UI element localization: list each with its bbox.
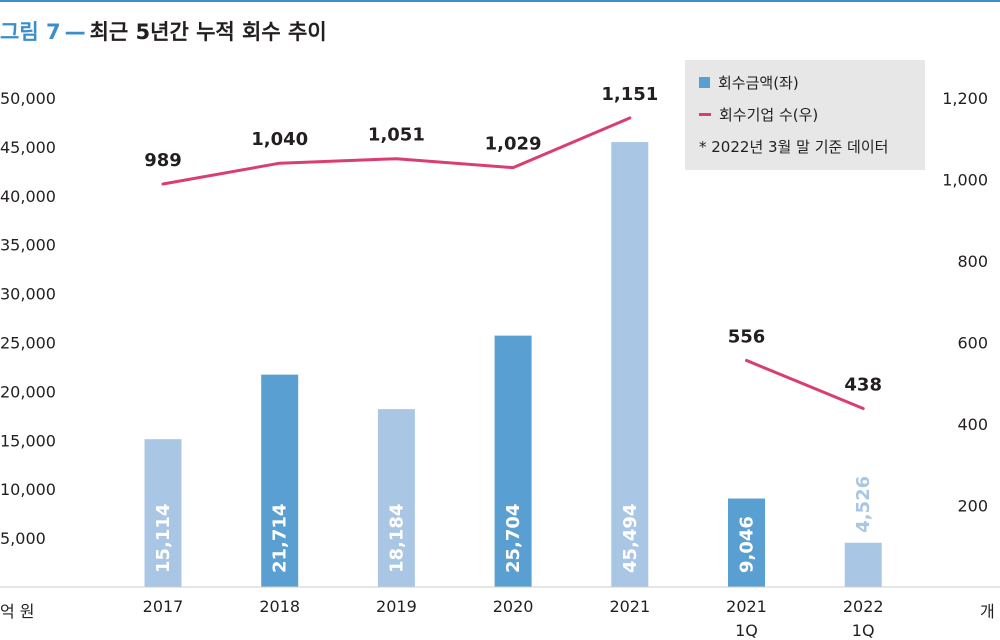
bar-value-label: 18,184 [386,504,407,573]
bar-value-label: 15,114 [153,504,174,573]
legend-line-label: 회수기업 수(우) [719,106,819,124]
right-axis-tick-label: 800 [957,252,988,271]
x-axis-tick-label: 2022 [843,597,884,616]
line-value-label: 438 [844,375,882,396]
x-axis-tick-label: 1Q [735,621,758,640]
bar [377,409,415,587]
line-value-label: 989 [144,150,182,171]
line-value-label: 1,151 [601,84,658,105]
x-axis-tick-label: 2021 [609,597,650,616]
legend-item-bars: 회수금액(좌) [699,72,799,93]
left-axis-unit: 억 원 [0,602,35,621]
bar [844,542,882,587]
bar-value-label: 4,526 [853,476,874,533]
line-series [745,358,865,411]
right-axis-tick-label: 600 [957,334,988,353]
bar-value-label: 9,046 [737,516,758,573]
x-axis-tick-label: 2020 [493,597,534,616]
line-value-label: 556 [728,326,766,347]
legend-bar-label: 회수금액(좌) [718,74,799,92]
legend-item-line: 회수기업 수(우) [699,104,818,125]
bar-value-label: 25,704 [503,504,524,573]
right-axis-unit: 개 [980,602,995,621]
bar [728,498,765,587]
left-axis-tick-label: 20,000 [0,382,56,401]
bar [144,439,182,587]
line-series [161,116,632,186]
legend-line-swatch [699,113,711,116]
right-axis-tick-label: 200 [957,497,988,516]
left-axis-tick-label: 30,000 [0,285,56,304]
title-text: 최근 5년간 누적 회수 추이 [89,20,327,44]
bar-value-label: 45,494 [620,504,641,573]
x-axis-tick-label: 2017 [143,597,184,616]
right-axis-tick-label: 1,200 [942,89,988,108]
figure-title: 그림 7— 최근 5년간 누적 회수 추이 [0,16,327,46]
x-axis-tick-label: 2021 [726,597,767,616]
bar-value-label: 21,714 [270,504,291,573]
left-axis-tick-label: 45,000 [0,138,56,157]
legend: 회수금액(좌) 회수기업 수(우) * 2022년 3월 말 기준 데이터 [685,60,925,170]
left-axis-tick-label: 15,000 [0,431,56,450]
line-value-label: 1,040 [251,129,308,150]
right-axis-tick-label: 400 [957,415,988,434]
left-axis-tick-label: 35,000 [0,236,56,255]
x-axis-tick-label: 2019 [376,597,417,616]
bar [611,142,649,588]
line-value-label: 1,051 [368,125,425,146]
figure-number: 그림 7 [0,20,61,44]
bar [261,374,299,587]
left-axis-tick-label: 50,000 [0,89,56,108]
left-axis-tick-label: 10,000 [0,480,56,499]
legend-note: * 2022년 3월 말 기준 데이터 [699,138,889,156]
line-value-label: 1,029 [485,134,542,155]
x-axis-tick-label: 2018 [259,597,300,616]
left-axis-tick-label: 25,000 [0,334,56,353]
left-axis-tick-label: 5,000 [0,529,46,548]
top-rule [0,0,1000,2]
title-separator: — [64,20,86,44]
left-axis-tick-label: 40,000 [0,187,56,206]
bar [494,335,532,587]
right-axis-tick-label: 1,000 [942,171,988,190]
x-axis-tick-label: 1Q [852,621,875,640]
legend-bar-swatch [699,77,710,88]
